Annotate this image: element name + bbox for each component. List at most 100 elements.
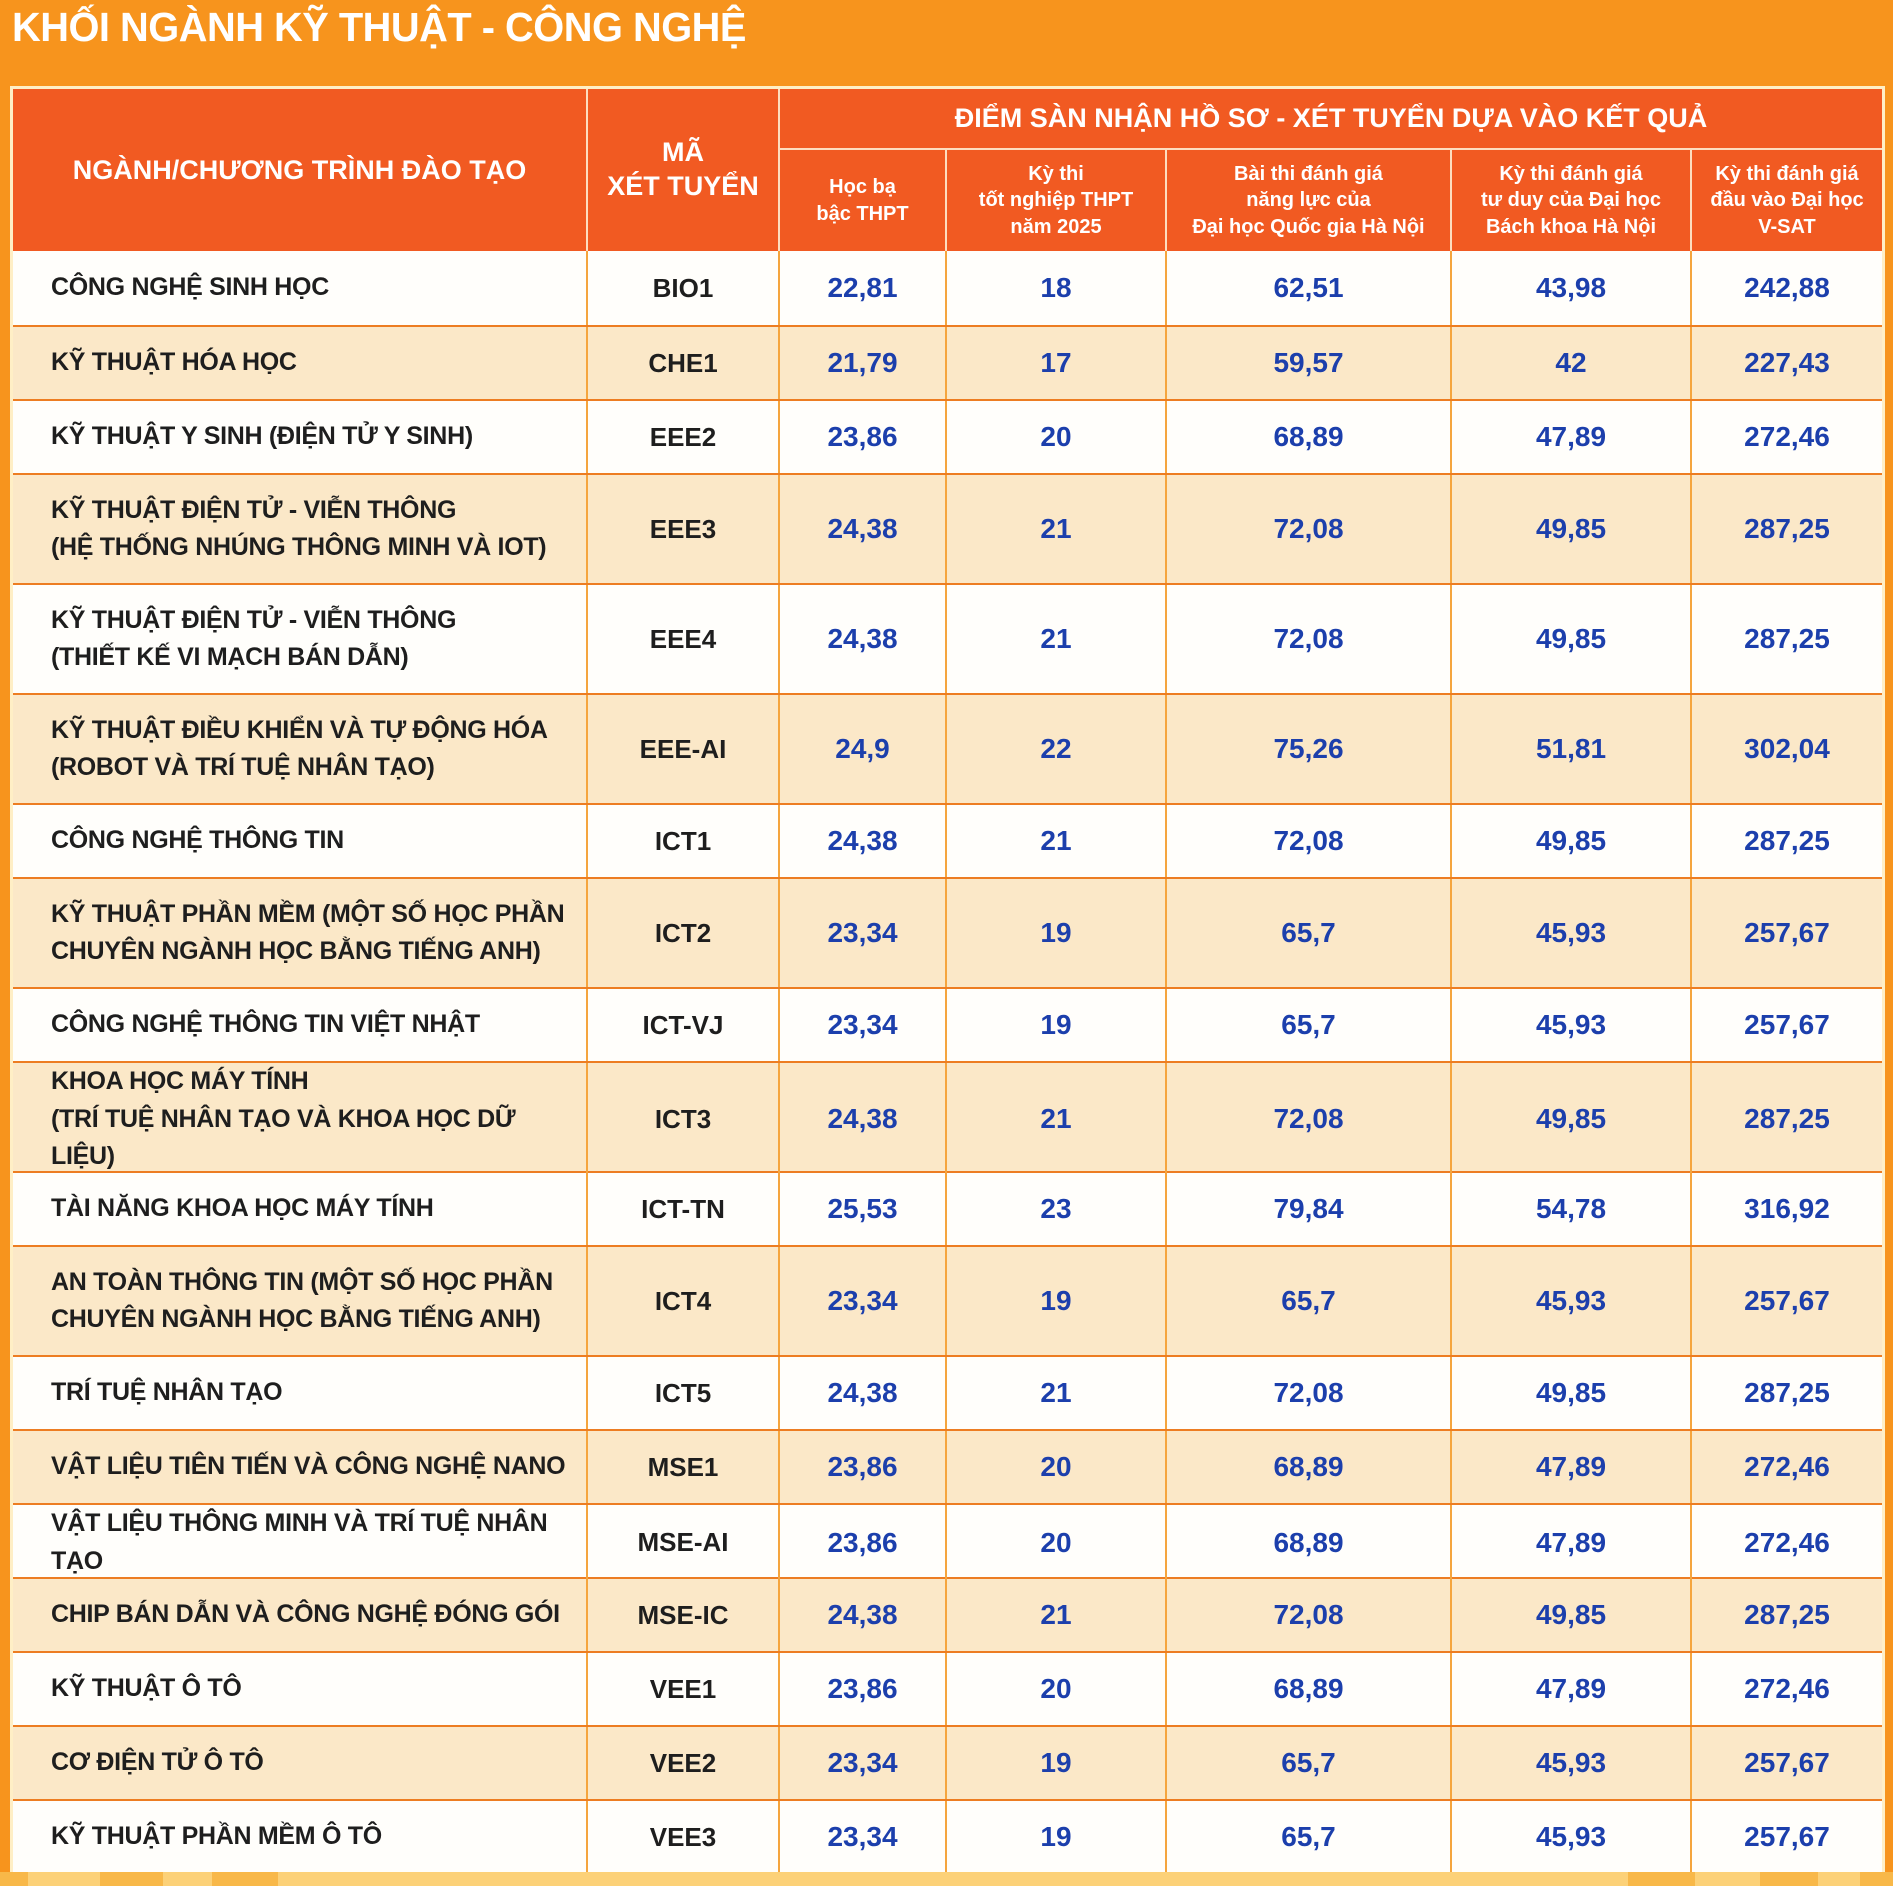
column-group-header: ĐIỂM SÀN NHẬN HỒ SƠ - XÉT TUYỂN DỰA VÀO … [780,89,1882,150]
score-cell: 47,89 [1452,401,1692,473]
table-row: KỸ THUẬT PHẦN MỀM (MỘT SỐ HỌC PHẦN CHUYÊ… [13,877,1882,987]
score-cell: 21 [947,1063,1167,1176]
score-cell: 49,85 [1452,805,1692,877]
score-cell: 287,25 [1744,825,1830,856]
admission-code-cell: VEE3 [588,1801,780,1873]
program-name-cell: KHOA HỌC MÁY TÍNH (TRÍ TUỆ NHÂN TẠO VÀ K… [13,1063,588,1176]
score-cell: 287,25 [1744,623,1830,654]
score-cell: 72,08 [1167,1579,1452,1651]
score-cell: 23,86 [780,401,947,473]
footer-mosaic-tile [100,1872,163,1886]
table-row: CÔNG NGHỆ THÔNG TIN ICT1 24,38 21 72,08 49,85… [13,803,1882,877]
score-cell: 316,92 [1744,1193,1830,1224]
score-cell: 24,38 [780,805,947,877]
score-cell: 72,08 [1167,805,1452,877]
score-cell: 257,67 [1744,1747,1830,1778]
admission-code-cell: EEE2 [588,401,780,473]
score-cell: 287,25 [1744,1599,1830,1630]
score-cell: 21 [947,585,1167,693]
admission-code-cell: BIO1 [588,251,780,325]
program-name-cell: VẬT LIỆU THÔNG MINH VÀ TRÍ TUỆ NHÂN TẠO [13,1505,588,1580]
score-cell: 43,98 [1452,251,1692,325]
score-cell: 20 [947,1505,1167,1580]
table-row: AN TOÀN THÔNG TIN (MỘT SỐ HỌC PHẦN CHUYÊ… [13,1245,1882,1355]
program-name-cell: KỸ THUẬT ĐIỆN TỬ - VIỄN THÔNG (THIẾT KẾ … [13,585,588,693]
score-cell: 51,81 [1452,695,1692,803]
score-cell: 47,89 [1452,1431,1692,1503]
admission-code-cell: EEE-AI [588,695,780,803]
score-cell: 19 [947,879,1167,987]
admission-code-cell: ICT1 [588,805,780,877]
program-name-cell: KỸ THUẬT Y SINH (ĐIỆN TỬ Y SINH) [13,401,588,473]
score-cell: 23,34 [780,989,947,1061]
score-cell: 257,67 [1744,1009,1830,1040]
column-header-vsat: Kỳ thi đánh giá đầu vào Đại học V-SAT [1710,162,1864,238]
score-cell: 287,25 [1744,1377,1830,1408]
score-cell: 24,38 [780,1357,947,1429]
score-cell: 47,89 [1452,1505,1692,1580]
score-cell: 272,46 [1744,1451,1830,1482]
score-cell: 75,26 [1167,695,1452,803]
score-cell: 72,08 [1167,1063,1452,1176]
table-row: KỸ THUẬT ĐIỀU KHIỂN VÀ TỰ ĐỘNG HÓA (ROBO… [13,693,1882,803]
score-cell: 22 [947,695,1167,803]
score-cell: 49,85 [1452,1579,1692,1651]
score-cell: 21,79 [780,327,947,399]
score-cell: 42 [1452,327,1692,399]
admission-code-cell: ICT-TN [588,1173,780,1245]
program-name-cell: TRÍ TUỆ NHÂN TẠO [13,1357,588,1429]
score-cell: 257,67 [1744,1821,1830,1852]
score-cell: 242,88 [1744,272,1830,303]
program-name-cell: AN TOÀN THÔNG TIN (MỘT SỐ HỌC PHẦN CHUYÊ… [13,1247,588,1355]
table-row: KỸ THUẬT Y SINH (ĐIỆN TỬ Y SINH) EEE2 23,8… [13,399,1882,473]
score-cell: 49,85 [1452,1357,1692,1429]
score-cell: 21 [947,475,1167,583]
footer-mosaic-tile [0,1872,28,1886]
score-cell: 21 [947,1357,1167,1429]
admission-code-cell: CHE1 [588,327,780,399]
score-cell: 23,86 [780,1431,947,1503]
table-row: TRÍ TUỆ NHÂN TẠO ICT5 24,38 21 72,08 49,85 287… [13,1355,1882,1429]
score-cell: 72,08 [1167,585,1452,693]
score-cell: 65,7 [1167,1247,1452,1355]
score-cell: 68,89 [1167,401,1452,473]
score-cell: 45,93 [1452,1801,1692,1873]
score-cell: 49,85 [1452,475,1692,583]
table-row: KỸ THUẬT ĐIỆN TỬ - VIỄN THÔNG (HỆ THỐNG … [13,473,1882,583]
score-cell: 45,93 [1452,1247,1692,1355]
table-header: NGÀNH/CHƯƠNG TRÌNH ĐÀO TẠO MÃ XÉT TUYỂN … [13,89,1882,251]
score-cell: 54,78 [1452,1173,1692,1245]
score-cell: 65,7 [1167,1727,1452,1799]
program-name-cell: KỸ THUẬT ĐIỆN TỬ - VIỄN THÔNG (HỆ THỐNG … [13,475,588,583]
score-cell: 23,34 [780,879,947,987]
score-cell: 68,89 [1167,1653,1452,1725]
program-name-cell: KỸ THUẬT Ô TÔ [13,1653,588,1725]
score-cell: 22,81 [780,251,947,325]
admission-code-cell: EEE4 [588,585,780,693]
admission-code-cell: ICT-VJ [588,989,780,1061]
score-cell: 68,89 [1167,1431,1452,1503]
table-row: CÔNG NGHỆ SINH HỌC BIO1 22,81 18 62,51 43,98 2… [13,251,1882,325]
page-title: KHỐI NGÀNH KỸ THUẬT - CÔNG NGHỆ [12,4,746,50]
program-name-cell: KỸ THUẬT PHẦN MỀM Ô TÔ [13,1801,588,1873]
score-cell: 24,38 [780,475,947,583]
admission-code-cell: ICT2 [588,879,780,987]
table-row: TÀI NĂNG KHOA HỌC MÁY TÍNH ICT-TN 25,53 23 7… [13,1171,1882,1245]
score-cell: 272,46 [1744,421,1830,452]
table-row: KỸ THUẬT ĐIỆN TỬ - VIỄN THÔNG (THIẾT KẾ … [13,583,1882,693]
program-name-cell: CHIP BÁN DẪN VÀ CÔNG NGHỆ ĐÓNG GÓI [13,1579,588,1651]
score-cell: 65,7 [1167,1801,1452,1873]
score-cell: 17 [947,327,1167,399]
score-cell: 23 [947,1173,1167,1245]
table-row: VẬT LIỆU TIÊN TIẾN VÀ CÔNG NGHỆ NANO MSE1… [13,1429,1882,1503]
program-name-cell: CÔNG NGHỆ THÔNG TIN VIỆT NHẬT [13,989,588,1061]
score-cell: 24,9 [780,695,947,803]
program-name-cell: KỸ THUẬT ĐIỀU KHIỂN VÀ TỰ ĐỘNG HÓA (ROBO… [13,695,588,803]
table-row: KỸ THUẬT HÓA HỌC CHE1 21,79 17 59,57 42 227,43 [13,325,1882,399]
score-cell: 72,08 [1167,475,1452,583]
footer-mosaic-tile [1860,1872,1893,1886]
score-cell: 302,04 [1744,733,1830,764]
score-cell: 79,84 [1167,1173,1452,1245]
score-cell: 19 [947,1247,1167,1355]
score-cell: 49,85 [1452,1063,1692,1176]
